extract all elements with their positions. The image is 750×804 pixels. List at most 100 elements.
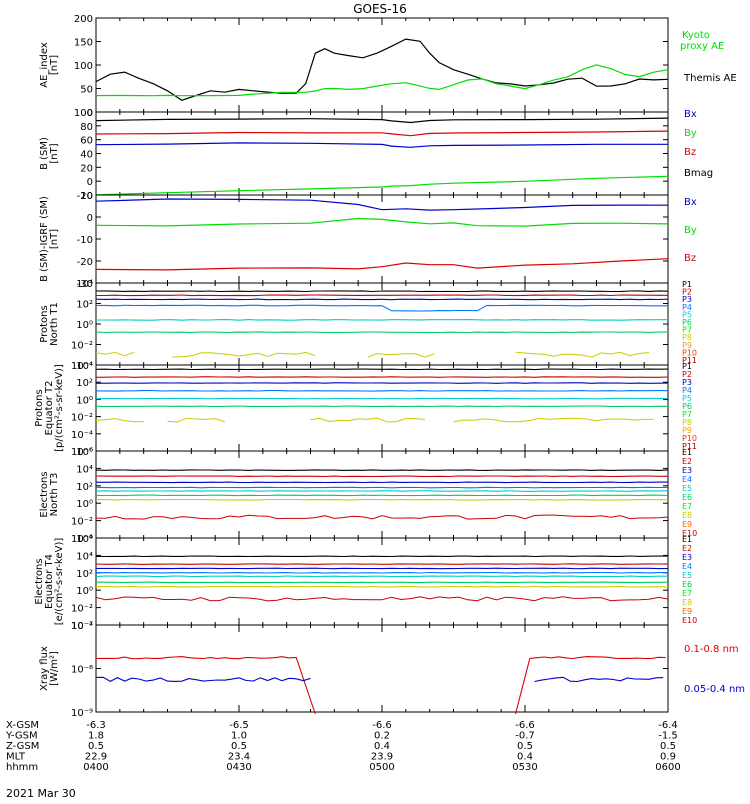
noisy-channel-trace	[367, 352, 435, 358]
panel-frame	[95, 537, 669, 626]
legend-label: By	[684, 225, 697, 236]
plot-title: GOES-16	[353, 2, 407, 16]
y-axis-label: Equator T2	[44, 381, 55, 436]
channel-trace	[95, 376, 669, 378]
channel-label: P6	[682, 318, 692, 327]
panel-electrons-t4: 10⁶ 10⁴ 10² 10⁰ 10⁻² 10⁻⁴ Electrons Equator T4[…	[34, 534, 697, 632]
y-axis-label: North T3	[49, 473, 60, 517]
ephemeris-value: 0530	[512, 762, 537, 773]
y-axis-label: [W/m²]	[49, 651, 60, 686]
ephemeris-value: 0400	[83, 762, 108, 773]
y-tick-label: 150	[74, 38, 93, 49]
channel-label: E7	[682, 502, 692, 511]
ephemeris-value: 0.5	[231, 741, 247, 752]
y-axis-label: [e/(cm²-s-sr-keV)]	[54, 538, 65, 626]
y-tick-label: 10⁻⁸	[71, 665, 93, 676]
y-tick-label: -30	[77, 279, 93, 290]
y-axis-label: Protons	[39, 305, 50, 342]
y-axis-label: Protons	[34, 389, 45, 426]
channel-label: E1	[682, 448, 692, 457]
y-tick-label: 10²	[76, 569, 93, 580]
y-tick-label: -20	[77, 257, 93, 268]
channel-label: P7	[682, 410, 692, 419]
panel-frame	[95, 111, 669, 196]
channel-label: P4	[682, 303, 692, 312]
ephemeris-value: -0.7	[515, 731, 535, 742]
series-bx	[95, 198, 669, 211]
y-tick-label: 10⁰	[76, 586, 93, 597]
y-tick-label: 10⁻⁴	[71, 361, 93, 372]
ephemeris-label: MLT	[6, 752, 26, 763]
channel-label: E9	[682, 520, 692, 529]
channel-label: P1	[682, 280, 692, 289]
xray-series	[95, 656, 316, 715]
legend-label: Bz	[684, 253, 696, 264]
series-by	[95, 175, 669, 196]
channel-label: P11	[682, 356, 697, 365]
channel-label: E7	[682, 589, 692, 598]
ephemeris-value: -6.6	[372, 720, 392, 731]
ephemeris-value: 22.9	[85, 752, 107, 763]
y-axis-label: B (SM)-IGRF (SM)	[39, 196, 50, 282]
noisy-channel-trace	[310, 417, 425, 423]
ephemeris-value: -6.3	[86, 720, 106, 731]
channel-trace	[95, 575, 668, 578]
noisy-channel-trace	[167, 417, 225, 423]
channel-trace	[95, 494, 669, 497]
channel-label: P6	[682, 402, 692, 411]
ephemeris-value: -6.6	[515, 720, 535, 731]
ephemeris-value: -6.4	[658, 720, 678, 731]
ephemeris-value: 0.5	[88, 741, 104, 752]
legend-label: Kyoto	[682, 30, 710, 41]
y-tick-label: 0	[87, 108, 93, 119]
noisy-channel-trace	[515, 351, 649, 358]
y-tick-label: 60	[80, 136, 93, 147]
ephemeris-value: 0.2	[374, 731, 390, 742]
series-bz	[95, 130, 669, 137]
channel-trace	[95, 469, 669, 471]
ephemeris-value: 0.5	[517, 741, 533, 752]
y-tick-label: 10	[80, 191, 93, 202]
channel-trace	[96, 390, 669, 392]
legend-label: 0.1-0.8 nm	[684, 644, 739, 655]
channel-label: P5	[682, 394, 692, 403]
ephemeris-value: -6.5	[229, 720, 249, 731]
y-axis-label: AE_index	[39, 42, 50, 88]
y-tick-label: 10⁻⁷	[71, 621, 93, 632]
channel-label: P10	[682, 348, 697, 357]
y-tick-label: 10⁻²	[71, 604, 93, 615]
y-tick-label: 10²	[76, 482, 93, 493]
series-bmag	[95, 117, 669, 124]
ephemeris-value: 1.8	[88, 731, 104, 742]
y-tick-label: 10⁰	[76, 499, 93, 510]
channel-label: P1	[682, 362, 692, 371]
channel-label: E10	[682, 529, 697, 538]
panel-bsm-igrf: -30 -20 -10 0 10 B (SM)-IGRF (SM) [nT] Bx By Bz	[39, 191, 697, 290]
noisy-channel-trace	[95, 351, 135, 357]
y-tick-label: 10⁶	[76, 534, 93, 545]
legend-label: proxy AE	[680, 41, 724, 52]
panel-frame	[95, 17, 669, 113]
y-tick-label: 20	[80, 163, 93, 174]
ephemeris-label: Y-GSM	[5, 731, 38, 742]
y-tick-label: 10⁰	[76, 395, 93, 406]
y-axis-label: Xray flux	[39, 646, 50, 691]
channel-label: E3	[682, 553, 692, 562]
channel-label: E5	[682, 571, 692, 580]
y-axis-label: [p/(cm²-s-sr-keV)]	[54, 364, 65, 452]
channel-trace	[95, 571, 668, 574]
channel-label: P10	[682, 434, 697, 443]
channel-label: P4	[682, 386, 692, 395]
channel-label: E2	[682, 457, 692, 466]
ephemeris-value: 0.5	[660, 741, 676, 752]
legend-label: Bx	[684, 109, 697, 120]
y-tick-label: 100	[74, 108, 93, 119]
legend-label: Themis AE	[683, 73, 737, 84]
legend-label: Bmag	[684, 168, 713, 179]
channel-label: E8	[682, 511, 692, 520]
ephemeris-value: 0.4	[517, 752, 533, 763]
channel-trace	[95, 486, 669, 489]
